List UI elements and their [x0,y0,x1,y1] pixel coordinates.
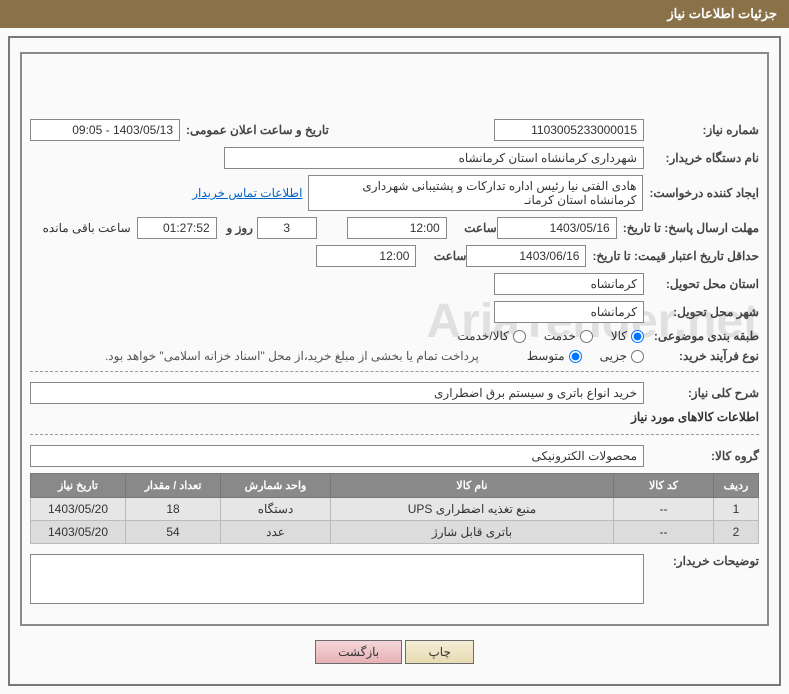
table-row: 2--باتری قابل شارژعدد541403/05/20 [31,521,759,544]
th-code: کد کالا [614,474,714,498]
th-unit: واحد شمارش [221,474,331,498]
category-label: طبقه بندی موضوعی: [644,329,759,343]
requester-label: ایجاد کننده درخواست: [643,186,759,200]
need-desc-label: شرح کلی نیاز: [644,386,759,400]
th-date: تاریخ نیاز [31,474,126,498]
buyer-org-label: نام دستگاه خریدار: [644,151,759,165]
button-row: چاپ بازگشت [20,640,769,664]
remaining-label: ساعت باقی مانده [43,221,131,235]
cat-radio-service[interactable]: خدمت [544,329,593,343]
table-cell: 2 [714,521,759,544]
price-date-field: 1403/06/16 [466,245,586,267]
table-cell: 1403/05/20 [31,498,126,521]
table-cell: 1403/05/20 [31,521,126,544]
deliver-city-label: شهر محل تحویل: [644,305,759,319]
items-head: اطلاعات کالاهای مورد نیاز [30,410,759,424]
announce-label: تاریخ و ساعت اعلان عمومی: [180,123,350,137]
table-cell: 54 [126,521,221,544]
need-no-field: 1103005233000015 [494,119,644,141]
province-field: کرمانشاه [494,273,644,295]
table-cell: -- [614,521,714,544]
days-and-label: روز و [217,221,257,235]
buy-type-label: نوع فرآیند خرید: [644,349,759,363]
time-label-1: ساعت [447,221,497,235]
buyer-notes-field [30,554,644,604]
table-cell: عدد [221,521,331,544]
th-row: ردیف [714,474,759,498]
cat-radio-goods[interactable]: کالا [611,329,644,343]
group-label: گروه کالا: [644,449,759,463]
buyer-org-field: شهرداری کرمانشاه استان کرمانشاه [224,147,644,169]
divider-1 [30,371,759,372]
price-time-field: 12:00 [316,245,416,267]
items-table: ردیف کد کالا نام کالا واحد شمارش تعداد /… [30,473,759,544]
reply-date-field: 1403/05/16 [497,217,617,239]
buy-radio-medium[interactable]: متوسط [527,349,582,363]
deliver-prov-label: استان محل تحویل: [644,277,759,291]
need-no-label: شماره نیاز: [644,123,759,137]
buyer-notes-label: توضیحات خریدار: [644,554,759,568]
reply-deadline-label: مهلت ارسال پاسخ: تا تاریخ: [617,221,759,235]
table-cell: منبع تغذیه اضطراری UPS [331,498,614,521]
days-left-field: 3 [257,217,317,239]
main-form-section: AriaTender.net شماره نیاز: 1103005233000… [20,52,769,626]
table-cell: -- [614,498,714,521]
back-button[interactable]: بازگشت [315,640,402,664]
remain-time-field: 01:27:52 [137,217,217,239]
outer-frame: AriaTender.net شماره نیاز: 1103005233000… [8,36,781,686]
page-title: جزئیات اطلاعات نیاز [667,6,777,21]
reply-time-field: 12:00 [347,217,447,239]
need-desc-field: خرید انواع باتری و سیستم برق اضطراری [30,382,644,404]
city-field: کرمانشاه [494,301,644,323]
table-cell: 1 [714,498,759,521]
table-cell: باتری قابل شارژ [331,521,614,544]
page-title-bar: جزئیات اطلاعات نیاز [0,0,789,28]
table-cell: 18 [126,498,221,521]
announce-field: 1403/05/13 - 09:05 [30,119,180,141]
divider-2 [30,434,759,435]
pay-note: پرداخت تمام یا بخشی از مبلغ خرید،از محل … [105,349,479,363]
price-valid-label: حداقل تاریخ اعتبار قیمت: تا تاریخ: [586,249,759,263]
requester-field: هادی الفتی نیا رئیس اداره تدارکات و پشتی… [308,175,643,211]
table-cell: دستگاه [221,498,331,521]
buy-radio-small[interactable]: جزیی [600,349,644,363]
time-label-2: ساعت [416,249,466,263]
th-qty: تعداد / مقدار [126,474,221,498]
cat-radio-both[interactable]: کالا/خدمت [457,329,525,343]
table-row: 1--منبع تغذیه اضطراری UPSدستگاه181403/05… [31,498,759,521]
th-name: نام کالا [331,474,614,498]
print-button[interactable]: چاپ [405,640,473,664]
group-field: محصولات الکترونیکی [30,445,644,467]
contact-link[interactable]: اطلاعات تماس خریدار [192,186,302,200]
